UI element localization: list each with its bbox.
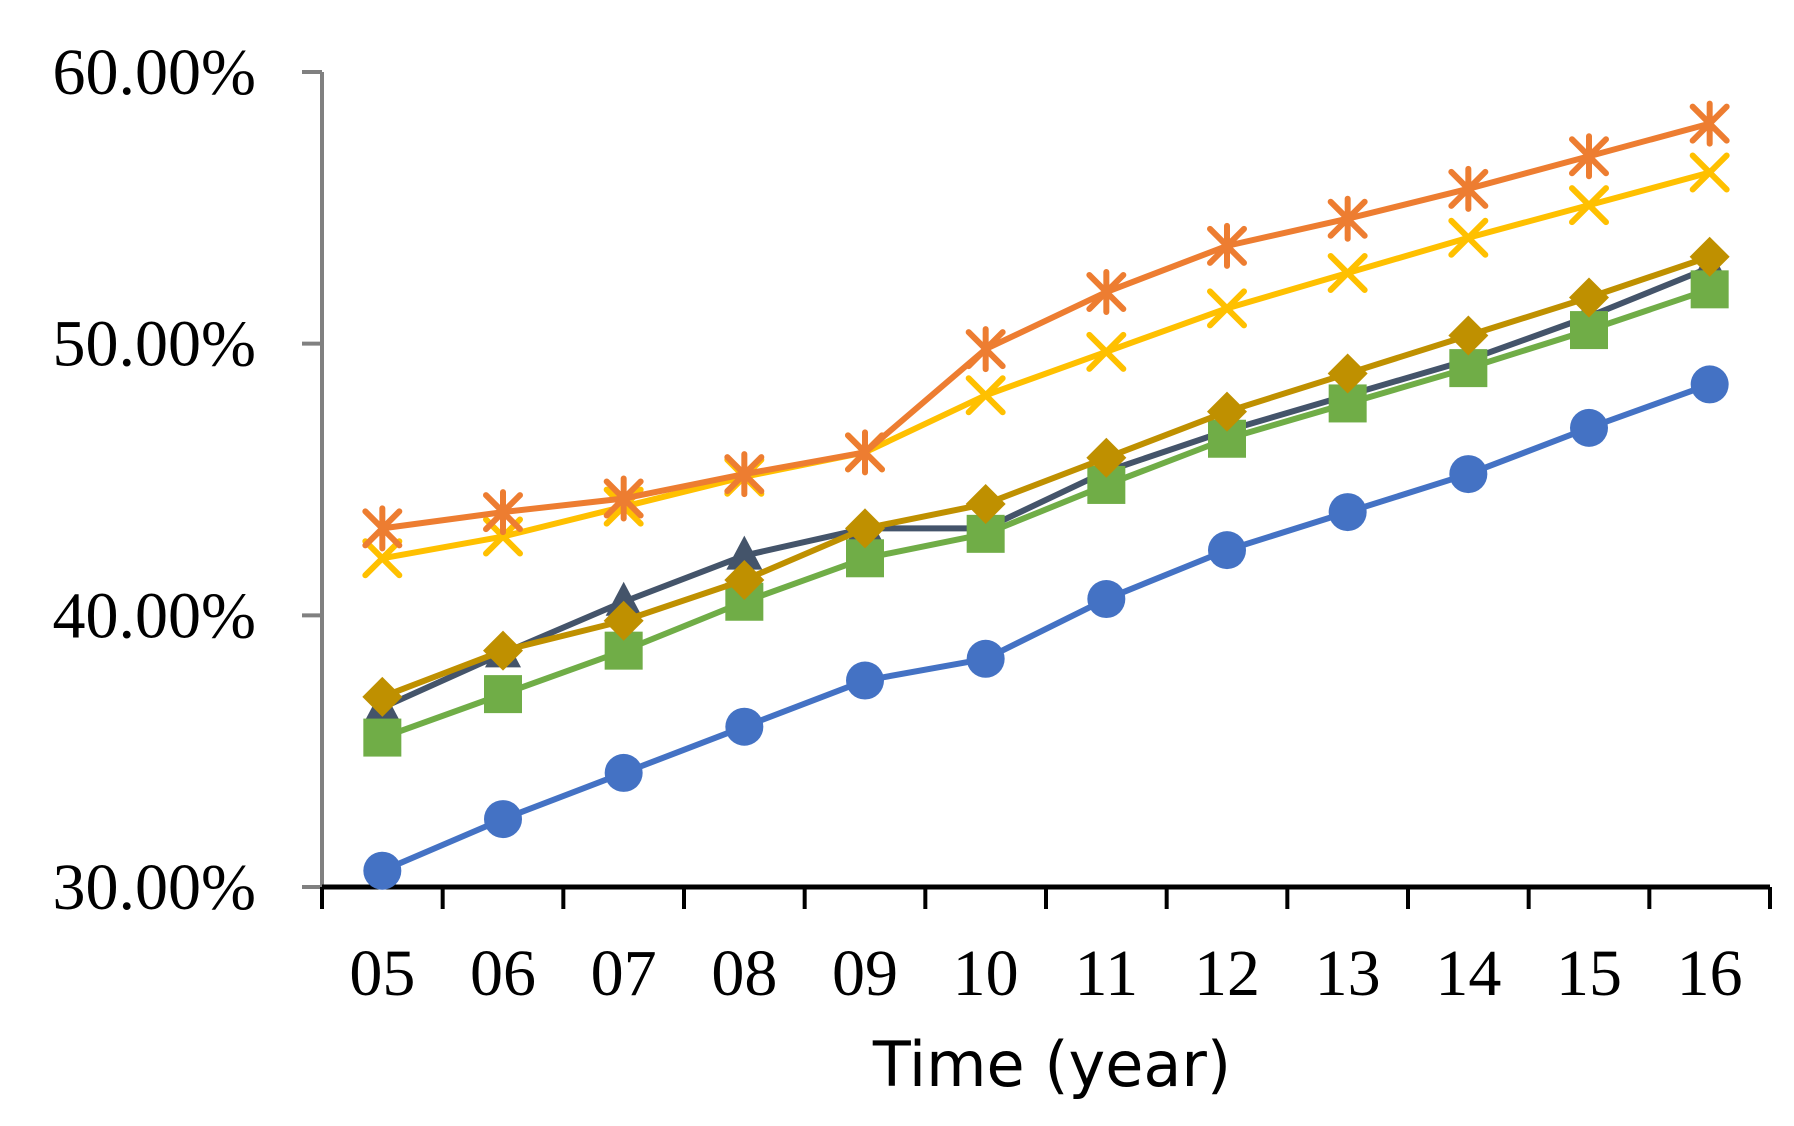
- triangle-series-line: [381, 264, 1711, 711]
- diamond-marker: [1689, 236, 1730, 277]
- circle-series: [363, 365, 1729, 890]
- series-layer: [362, 100, 1730, 890]
- diamond-marker: [1207, 391, 1247, 432]
- diamond-marker: [1569, 277, 1609, 318]
- x-marker: [1448, 217, 1489, 258]
- y-tick-label: 40.00%: [53, 579, 256, 652]
- x-marker: [1086, 331, 1127, 372]
- x-tick-label: 05: [349, 937, 415, 1010]
- diamond-marker: [483, 630, 523, 671]
- x-marker: [1689, 152, 1730, 193]
- star-marker: [1207, 222, 1247, 269]
- triangle-marker: [726, 535, 763, 570]
- diamond-marker: [362, 676, 403, 717]
- x-marker: [362, 538, 403, 579]
- circle-marker: [1087, 580, 1126, 619]
- diamond-marker: [603, 600, 644, 641]
- diamond-series-line: [381, 253, 1711, 700]
- circle-marker: [1570, 408, 1608, 447]
- star-series: [362, 100, 1730, 552]
- star-marker: [965, 326, 1006, 373]
- x-tick-label: 16: [1677, 937, 1743, 1010]
- circle-marker: [1690, 365, 1729, 404]
- diamond-marker: [1448, 315, 1489, 356]
- circle-marker: [1449, 455, 1488, 494]
- square-marker: [363, 718, 402, 757]
- x-tick-label: 13: [1315, 937, 1381, 1010]
- x-tick-label: 07: [591, 937, 657, 1010]
- circle-marker: [1328, 493, 1367, 532]
- x-series-line: [381, 169, 1711, 562]
- star-marker: [483, 489, 523, 536]
- star-marker: [1086, 269, 1127, 316]
- star-marker: [1327, 195, 1368, 242]
- star-marker: [603, 475, 644, 522]
- circle-series-line: [381, 381, 1711, 874]
- x-axis-title: Time (year): [872, 1028, 1231, 1101]
- x-tick-label: 10: [953, 937, 1019, 1010]
- diamond-series: [362, 236, 1730, 717]
- x-tick-label: 08: [711, 937, 777, 1010]
- circle-marker: [846, 661, 884, 700]
- star-marker: [845, 429, 885, 476]
- x-tick-label: 14: [1435, 937, 1501, 1010]
- star-marker: [724, 451, 765, 498]
- x-tick-label: 12: [1194, 937, 1260, 1010]
- diamond-marker: [724, 560, 765, 601]
- square-series: [363, 270, 1729, 757]
- circle-marker: [484, 800, 522, 839]
- star-marker: [1689, 100, 1730, 147]
- x-marker: [1207, 288, 1247, 329]
- diamond-marker: [1327, 353, 1368, 394]
- y-tick-label: 30.00%: [53, 851, 256, 924]
- y-tick-label: 60.00%: [53, 36, 256, 109]
- star-series-line: [381, 120, 1711, 532]
- x-marker: [965, 375, 1006, 416]
- diamond-marker: [845, 508, 885, 549]
- star-marker: [1569, 133, 1609, 180]
- x-marker: [1569, 185, 1609, 226]
- circle-marker: [966, 639, 1005, 678]
- circle-marker: [604, 753, 643, 792]
- square-series-line: [381, 286, 1711, 741]
- x-tick-label: 11: [1075, 937, 1139, 1010]
- y-tick-label: 50.00%: [53, 308, 256, 381]
- diamond-marker: [1086, 437, 1127, 478]
- diamond-marker: [965, 483, 1006, 524]
- triangle-marker: [605, 581, 642, 616]
- x-axis: 05 06 07 08 09 10 11 12 13 14 15 16: [320, 884, 1772, 1010]
- x-tick-label: 15: [1556, 937, 1622, 1010]
- x-tick-label: 09: [832, 937, 898, 1010]
- square-marker: [484, 675, 522, 714]
- star-marker: [1448, 165, 1489, 212]
- x-marker: [1327, 253, 1368, 294]
- star-marker: [362, 505, 403, 552]
- circle-marker: [363, 851, 402, 890]
- circle-marker: [725, 707, 764, 746]
- x-tick-label: 06: [470, 937, 536, 1010]
- circle-marker: [1208, 531, 1246, 570]
- y-axis: 30.00% 40.00% 50.00% 60.00%: [53, 36, 324, 924]
